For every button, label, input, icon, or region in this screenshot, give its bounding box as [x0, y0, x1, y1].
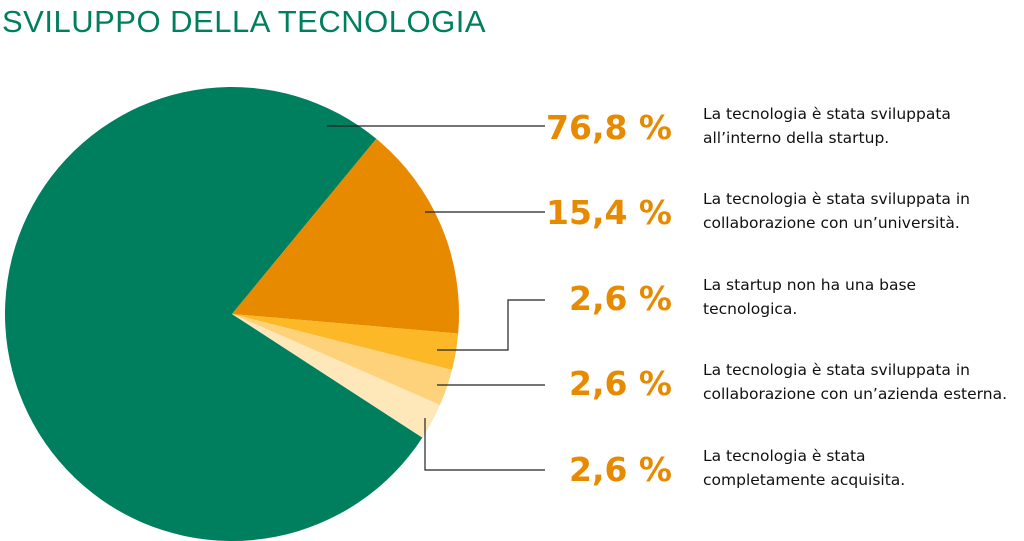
pie-slice — [232, 314, 452, 406]
leader-line — [424, 418, 545, 471]
value-label: 2,6 % — [568, 279, 672, 318]
legend-label: La tecnologia è stata sviluppata in coll… — [703, 190, 970, 232]
chart-title: SVILUPPO DELLA TECNOLOGIA — [2, 4, 486, 39]
leader-line — [437, 299, 545, 351]
value-label: 2,6 % — [568, 364, 672, 403]
legend-label: La tecnologia è stata sviluppata all’int… — [703, 105, 951, 147]
legend-label: La tecnologia è stata sviluppata in coll… — [703, 361, 1007, 403]
pie — [4, 87, 459, 541]
pie-slice — [232, 314, 440, 438]
legend-label: La tecnologia è stata completamente acqu… — [703, 447, 906, 489]
legend-label: La startup non ha una base tecnologica. — [703, 276, 917, 318]
value-label: 2,6 % — [568, 450, 672, 489]
value-label: 15,4 % — [546, 193, 672, 232]
pie-slice — [232, 138, 459, 334]
pie-slice — [4, 87, 423, 541]
value-label: 76,8 % — [546, 108, 672, 147]
pie-slice — [232, 314, 459, 370]
